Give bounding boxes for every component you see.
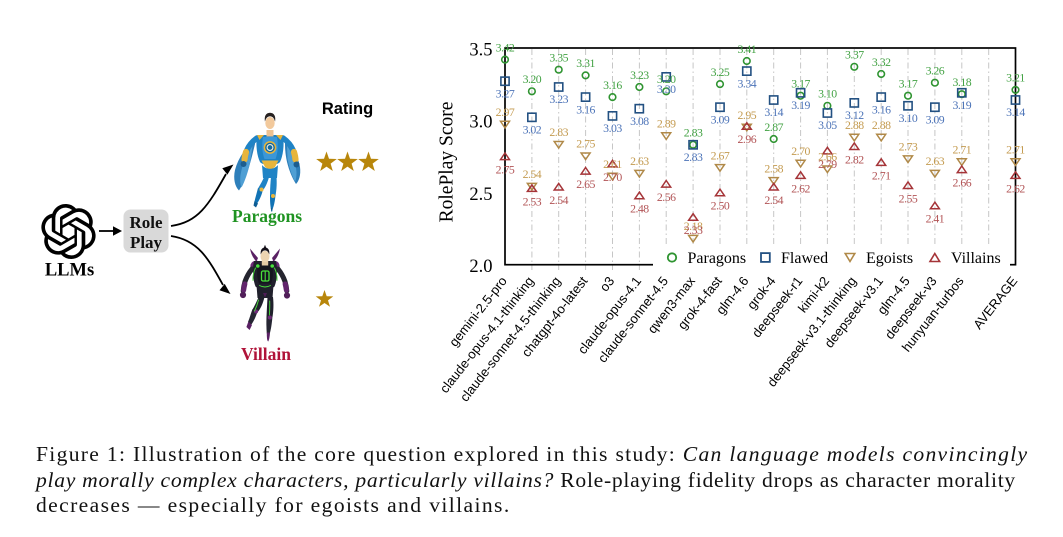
svg-text:3.37: 3.37 (845, 48, 864, 62)
svg-text:2.97: 2.97 (496, 105, 515, 119)
svg-text:2.54: 2.54 (523, 167, 542, 181)
svg-text:2.83: 2.83 (549, 125, 568, 139)
svg-text:2.95: 2.95 (737, 108, 756, 122)
svg-text:2.79: 2.79 (818, 157, 837, 171)
svg-text:Role: Role (129, 213, 163, 232)
svg-text:2.61: 2.61 (603, 157, 622, 171)
svg-text:2.67: 2.67 (711, 148, 730, 162)
svg-text:3.41: 3.41 (737, 42, 756, 56)
svg-text:2.73: 2.73 (899, 140, 918, 154)
svg-text:3.19: 3.19 (952, 98, 971, 112)
svg-text:2.87: 2.87 (764, 120, 783, 134)
svg-text:3.16: 3.16 (603, 78, 622, 92)
svg-text:2.88: 2.88 (872, 118, 891, 132)
svg-text:3.35: 3.35 (549, 51, 568, 65)
svg-text:2.50: 2.50 (711, 199, 730, 213)
svg-text:2.66: 2.66 (952, 176, 971, 190)
svg-text:Paragons: Paragons (688, 250, 747, 267)
svg-text:3.05: 3.05 (818, 118, 837, 132)
svg-text:3.42: 3.42 (496, 40, 515, 54)
svg-text:3.08: 3.08 (630, 114, 649, 128)
svg-text:2.71: 2.71 (872, 168, 891, 182)
svg-text:2.75: 2.75 (496, 163, 515, 177)
svg-text:Rating: Rating (322, 100, 373, 118)
svg-text:2.48: 2.48 (630, 202, 649, 216)
svg-text:2.56: 2.56 (657, 190, 676, 204)
svg-text:3.0: 3.0 (469, 113, 492, 133)
svg-text:3.23: 3.23 (549, 92, 568, 106)
svg-text:3.14: 3.14 (1006, 105, 1025, 119)
svg-text:3.25: 3.25 (711, 65, 730, 79)
svg-text:2.89: 2.89 (657, 117, 676, 131)
svg-text:Flawed: Flawed (781, 250, 828, 267)
svg-text:2.54: 2.54 (764, 193, 783, 207)
svg-text:3.30: 3.30 (657, 82, 676, 96)
svg-text:3.31: 3.31 (576, 56, 595, 70)
svg-text:2.58: 2.58 (764, 161, 783, 175)
svg-text:Egoists: Egoists (866, 250, 913, 267)
svg-text:LLMs: LLMs (45, 261, 94, 281)
svg-text:3.19: 3.19 (791, 98, 810, 112)
svg-text:3.17: 3.17 (791, 77, 810, 91)
svg-text:3.17: 3.17 (899, 77, 918, 91)
svg-text:Villains: Villains (951, 250, 1001, 267)
svg-text:3.18: 3.18 (952, 75, 971, 89)
svg-text:3.23: 3.23 (630, 68, 649, 82)
svg-text:3.09: 3.09 (926, 112, 945, 126)
svg-text:2.75: 2.75 (576, 137, 595, 151)
svg-text:3.16: 3.16 (576, 102, 595, 116)
svg-text:2.71: 2.71 (952, 143, 971, 157)
svg-text:2.33: 2.33 (684, 223, 703, 237)
svg-text:2.41: 2.41 (926, 212, 945, 226)
svg-text:2.88: 2.88 (845, 118, 864, 132)
svg-text:2.83: 2.83 (684, 126, 703, 140)
svg-text:3.10: 3.10 (818, 87, 837, 101)
svg-text:3.16: 3.16 (872, 102, 891, 116)
svg-text:2.70: 2.70 (603, 170, 622, 184)
svg-text:2.55: 2.55 (899, 191, 918, 205)
svg-text:3.12: 3.12 (845, 108, 864, 122)
svg-text:AVERAGE: AVERAGE (970, 273, 1020, 332)
svg-text:2.5: 2.5 (469, 185, 492, 205)
svg-text:3.27: 3.27 (496, 86, 515, 100)
svg-text:2.0: 2.0 (469, 257, 492, 277)
svg-text:3.5: 3.5 (469, 41, 492, 61)
svg-text:2.63: 2.63 (630, 154, 649, 168)
svg-text:2.62: 2.62 (1006, 181, 1025, 195)
svg-text:2.96: 2.96 (737, 132, 756, 146)
svg-text:2.65: 2.65 (576, 177, 595, 191)
svg-text:2.83: 2.83 (684, 150, 703, 164)
svg-text:3.14: 3.14 (764, 105, 783, 119)
svg-text:3.20: 3.20 (657, 72, 676, 86)
svg-text:3.10: 3.10 (899, 111, 918, 125)
svg-text:3.21: 3.21 (1006, 71, 1025, 85)
svg-text:o3: o3 (597, 274, 618, 295)
svg-text:2.63: 2.63 (926, 154, 945, 168)
svg-text:2.53: 2.53 (523, 194, 542, 208)
svg-text:3.32: 3.32 (872, 55, 891, 69)
svg-text:2.70: 2.70 (791, 144, 810, 158)
svg-text:3.20: 3.20 (523, 72, 542, 86)
svg-text:3.03: 3.03 (603, 121, 622, 135)
svg-text:2.66: 2.66 (818, 150, 837, 164)
svg-text:2.71: 2.71 (1006, 143, 1025, 157)
svg-text:Paragons: Paragons (232, 206, 302, 226)
svg-text:3.09: 3.09 (711, 112, 730, 126)
svg-text:2.18: 2.18 (684, 219, 703, 233)
svg-text:2.62: 2.62 (791, 181, 810, 195)
svg-text:2.82: 2.82 (845, 152, 864, 166)
svg-text:3.02: 3.02 (523, 123, 542, 137)
svg-text:Play: Play (130, 233, 163, 252)
svg-text:RolePlay Score: RolePlay Score (437, 102, 458, 223)
svg-text:3.34: 3.34 (737, 76, 756, 90)
svg-text:2.54: 2.54 (549, 193, 568, 207)
svg-text:Villain: Villain (241, 344, 291, 364)
svg-text:3.26: 3.26 (926, 64, 945, 78)
